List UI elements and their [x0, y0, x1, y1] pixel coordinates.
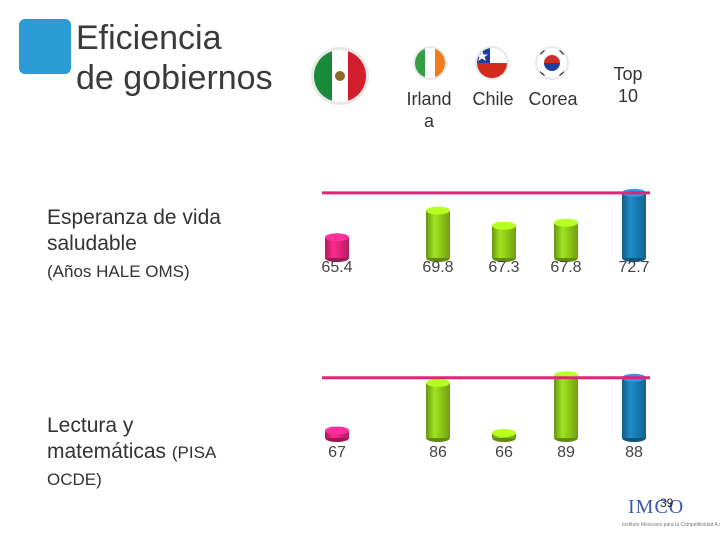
bar-0-4: [622, 188, 646, 262]
row-label-hale-line2: saludable: [47, 232, 137, 255]
bar-1-1: [426, 378, 450, 442]
row-sub-pisa-inline: (PISA: [171, 443, 217, 462]
country-label-irlanda-line2: a: [423, 111, 434, 131]
title-accent-square: [19, 19, 71, 74]
imco-logo: IMCO: [628, 496, 685, 518]
value-label-0-3: 67.8: [550, 259, 581, 276]
mexico-flag-icon: [311, 47, 369, 105]
row-label-pisa-line2: matemáticas: [47, 440, 167, 463]
korea-flag-icon: [535, 46, 569, 80]
value-label-1-1: 86: [429, 444, 447, 461]
row-label-pisa-line1: Lectura y: [47, 414, 134, 437]
page-title: Eficiencia de gobiernos: [76, 18, 273, 98]
value-label-1-3: 89: [557, 444, 575, 461]
country-label-irlanda: Irland a: [396, 88, 462, 132]
title-line-1: Eficiencia: [76, 19, 222, 57]
value-label-1-0: 67: [328, 444, 346, 461]
country-label-chile: Chile: [472, 89, 514, 109]
country-label-corea: Corea: [528, 89, 578, 109]
ireland-flag-icon: [413, 46, 447, 80]
row-label-hale-line1: Esperanza de vida: [47, 206, 221, 229]
title-line-2: de gobiernos: [76, 59, 273, 97]
country-label-top10: Top 10: [600, 63, 656, 107]
row-sub-hale: (Años HALE OMS): [47, 262, 190, 281]
value-label-0-2: 67.3: [488, 259, 519, 276]
country-label-top10-line2: 10: [617, 86, 639, 106]
page-number: 39: [660, 496, 674, 510]
bar-1-4: [622, 373, 646, 442]
bar-0-3: [554, 218, 578, 262]
bar-0-1: [426, 206, 450, 262]
bar-1-0: [325, 426, 349, 442]
row-sub-pisa: OCDE): [47, 470, 102, 489]
bar-1-2: [492, 428, 516, 442]
bar-0-0: [325, 233, 349, 262]
bar-1-3: [554, 371, 578, 442]
row-label-hale: Esperanza de vida saludable: [47, 205, 221, 257]
value-label-0-0: 65.4: [321, 259, 352, 276]
country-label-irlanda-line1: Irland: [406, 89, 452, 109]
country-label-top10-line1: Top: [613, 64, 643, 84]
value-label-0-1: 69.8: [422, 259, 453, 276]
value-label-1-4: 88: [625, 444, 643, 461]
row-label-pisa: Lectura y matemáticas (PISA: [47, 413, 216, 466]
value-label-1-2: 66: [495, 444, 513, 461]
value-label-0-4: 72.7: [618, 259, 649, 276]
chile-flag-icon: [475, 46, 509, 80]
imco-logo-subtitle: Instituto Mexicano para la Competitivida…: [622, 522, 720, 528]
bar-0-2: [492, 221, 516, 262]
